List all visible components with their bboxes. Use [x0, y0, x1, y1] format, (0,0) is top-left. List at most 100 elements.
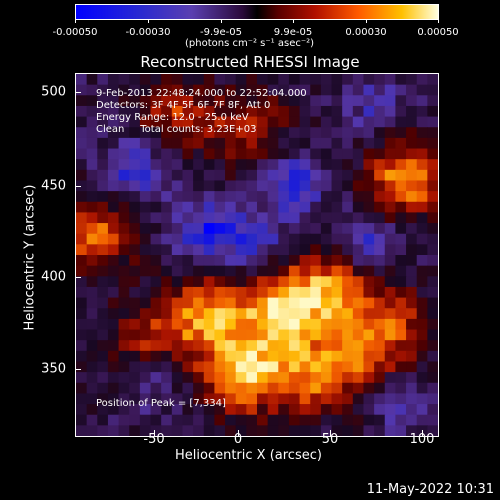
heatmap-cell: [331, 180, 343, 192]
heatmap-cell: [278, 201, 290, 214]
heatmap-cell: [150, 404, 162, 416]
heatmap-cell: [278, 169, 290, 182]
heatmap-cell: [374, 318, 386, 331]
heatmap-cell: [118, 361, 130, 373]
heatmap-cell: [171, 255, 184, 267]
heatmap-cell: [139, 74, 152, 86]
heatmap-cell: [171, 276, 184, 288]
heatmap-cell: [310, 414, 322, 426]
heatmap-cell: [118, 180, 130, 192]
heatmap-cell: [86, 191, 98, 203]
heatmap-cell: [342, 308, 354, 320]
heatmap-cell: [214, 318, 226, 331]
heatmap-cell: [267, 223, 279, 235]
heatmap-cell: [171, 350, 184, 363]
heatmap-cell: [182, 191, 194, 203]
heatmap-cell: [299, 159, 311, 171]
heatmap-cell: [107, 276, 120, 288]
heatmap-cell: [150, 372, 162, 384]
heatmap-cell: [150, 350, 162, 363]
heatmap-cell: [374, 276, 386, 288]
x-axis-label: Heliocentric X (arcsec): [175, 448, 322, 463]
heatmap-cell: [193, 116, 205, 128]
heatmap-cell: [416, 223, 428, 235]
heatmap-cell: [150, 127, 162, 139]
heatmap-cell: [342, 74, 354, 86]
heatmap-cell: [225, 127, 237, 139]
heatmap-cell: [76, 425, 88, 436]
heatmap-cell: [257, 148, 269, 160]
heatmap-cell: [384, 74, 397, 86]
info-line-energy: Energy Range: 12.0 - 25.0 keV: [96, 112, 249, 123]
heatmap-cell: [320, 233, 333, 245]
heatmap-cell: [118, 244, 130, 256]
heatmap-cell: [214, 95, 226, 107]
heatmap-cell: [416, 286, 428, 299]
heatmap-cell: [214, 382, 226, 395]
heatmap-cell: [427, 180, 438, 192]
heatmap-cell: [267, 276, 279, 288]
heatmap-cell: [97, 361, 109, 373]
heatmap-cell: [193, 137, 205, 150]
heatmap-cell: [214, 276, 226, 288]
heatmap-cell: [139, 148, 152, 160]
heatmap-cell: [427, 169, 438, 182]
heatmap-cell: [406, 233, 418, 245]
heatmap-cell: [406, 169, 418, 182]
heatmap-cell: [182, 297, 194, 309]
heatmap-cell: [416, 127, 428, 139]
heatmap-cell: [214, 201, 226, 214]
heatmap-cell: [427, 382, 438, 395]
heatmap-cell: [363, 382, 375, 395]
heatmap-cell: [225, 191, 237, 203]
heatmap-cell: [139, 223, 152, 235]
heatmap-cell: [384, 308, 397, 320]
heatmap-cell: [225, 74, 237, 86]
heatmap-cell: [278, 404, 290, 416]
heatmap-cell: [331, 169, 343, 182]
heatmap-cell: [129, 340, 141, 352]
heatmap-cell: [129, 212, 141, 224]
heatmap-cell: [427, 116, 438, 128]
heatmap-cell: [150, 212, 162, 224]
heatmap-cell: [203, 286, 216, 299]
heatmap-cell: [139, 105, 152, 118]
heatmap-cell: [416, 340, 428, 352]
heatmap-cell: [76, 137, 88, 150]
heatmap-cell: [76, 169, 88, 182]
heatmap-cell: [374, 191, 386, 203]
heatmap-cell: [395, 201, 407, 214]
heatmap-cell: [427, 148, 438, 160]
heatmap-cell: [76, 95, 88, 107]
heatmap-cell: [107, 223, 120, 235]
heatmap-cell: [182, 308, 194, 320]
heatmap-cell: [257, 127, 269, 139]
heatmap-cell: [203, 361, 216, 373]
heatmap-cell: [288, 414, 301, 426]
heatmap-cell: [310, 148, 322, 160]
heatmap-cell: [299, 74, 311, 86]
heatmap-cell: [235, 244, 247, 256]
heatmap-cell: [150, 223, 162, 235]
heatmap-cell: [384, 350, 397, 363]
heatmap-cell: [384, 191, 397, 203]
heatmap-cell: [395, 382, 407, 395]
heatmap-cell: [118, 159, 130, 171]
heatmap-cell: [76, 350, 88, 363]
heatmap-cell: [342, 127, 354, 139]
heatmap-cell: [203, 180, 216, 192]
heatmap-cell: [320, 297, 333, 309]
heatmap-cell: [246, 191, 258, 203]
heatmap-cell: [374, 212, 386, 224]
info-line-clean: Clean Total counts: 3.23E+03: [96, 124, 257, 135]
heatmap-cell: [416, 191, 428, 203]
heatmap-cell: [76, 223, 88, 235]
heatmap-cell: [406, 137, 418, 150]
heatmap-cell: [257, 255, 269, 267]
heatmap-cell: [320, 105, 333, 118]
heatmap-cell: [320, 382, 333, 395]
heatmap-cell: [225, 255, 237, 267]
heatmap-cell: [193, 382, 205, 395]
heatmap-cell: [395, 308, 407, 320]
heatmap-cell: [416, 180, 428, 192]
